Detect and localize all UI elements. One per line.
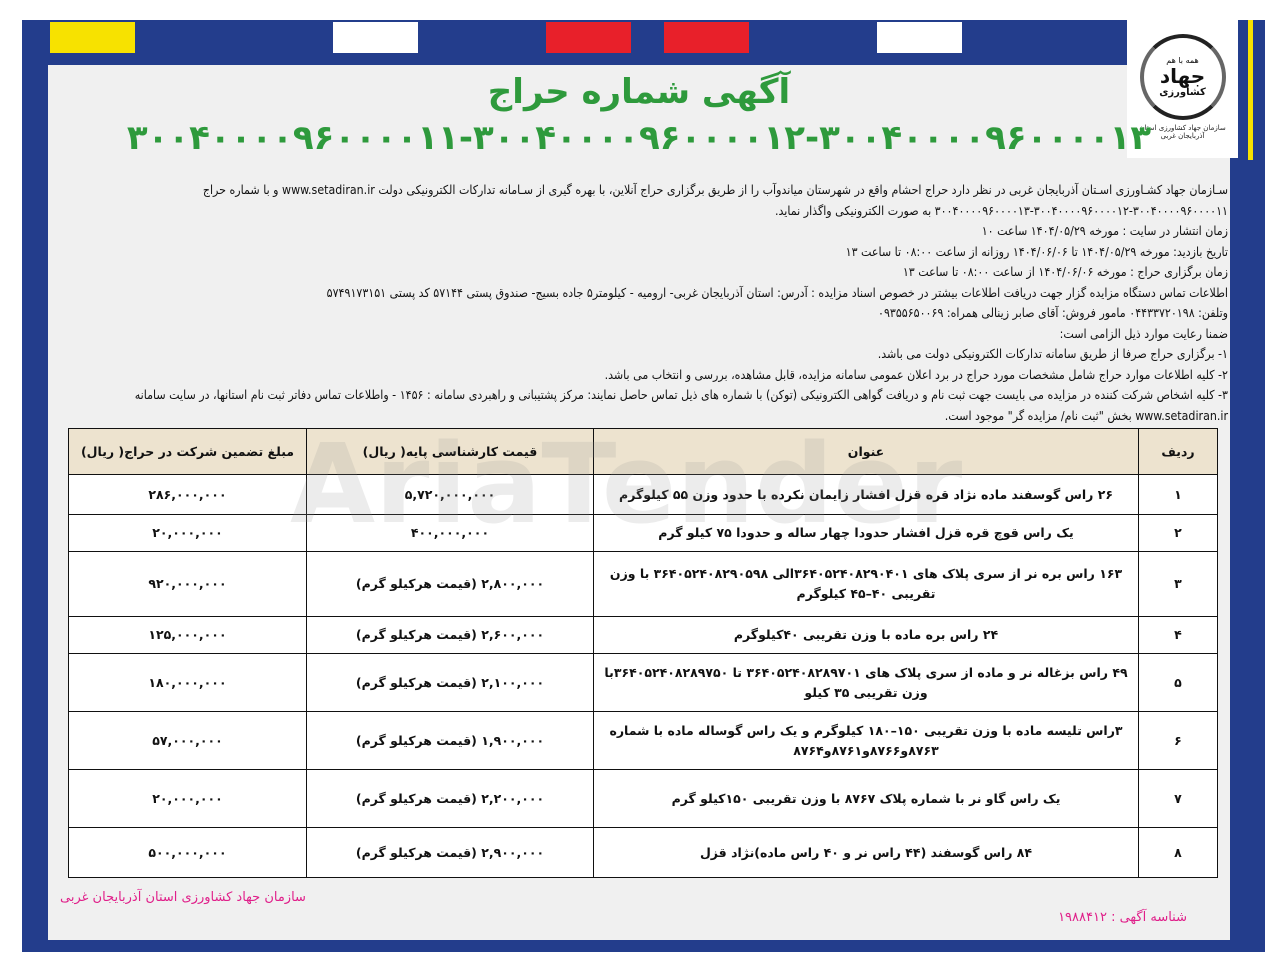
row-number: ۵	[1138, 653, 1218, 712]
color-block	[664, 22, 749, 53]
color-block	[333, 22, 418, 53]
guarantee-amount: ۲۰,۰۰۰,۰۰۰	[68, 769, 307, 828]
table-row: ۴ ۲۴ راس بره ماده با وزن تقریبی ۴۰کیلوگرم…	[68, 616, 1218, 654]
base-price: ۱,۹۰۰,۰۰۰ (قیمت هرکیلو گرم)	[306, 711, 594, 770]
guarantee-amount: ۲۸۶,۰۰۰,۰۰۰	[68, 474, 307, 515]
item-title: ۴۹ راس بزغاله نر و ماده از سری پلاک های …	[593, 653, 1139, 712]
auction-numbers: ۳۰۰۴۰۰۰۰۹۶۰۰۰۰۱۱-۳۰۰۴۰۰۰۰۹۶۰۰۰۰۱۲-۳۰۰۴۰۰…	[126, 118, 1152, 158]
logo-top-text: همه با هم	[1166, 56, 1199, 65]
base-price: ۲,۶۰۰,۰۰۰ (قیمت هرکیلو گرم)	[306, 616, 594, 654]
table-row: ۸ ۸۴ راس گوسفند (۴۴ راس نر و ۴۰ راس ماده)…	[68, 827, 1218, 878]
guarantee-amount: ۱۸۰,۰۰۰,۰۰۰	[68, 653, 307, 712]
row-number: ۴	[1138, 616, 1218, 654]
col-row-number: ردیف	[1138, 428, 1218, 475]
guarantee-amount: ۹۲۰,۰۰۰,۰۰۰	[68, 551, 307, 617]
publish-time: زمان انتشار در سایت : مورخه ۱۴۰۴/۰۵/۲۹ س…	[981, 224, 1228, 238]
item-title: ۸۴ راس گوسفند (۴۴ راس نر و ۴۰ راس ماده)ن…	[593, 827, 1139, 878]
table-row: ۱ ۲۶ راس گوسفند ماده نژاد قره قزل افشار ز…	[68, 474, 1218, 515]
paragraph: سـازمان جهاد کشـاورزی اسـتان آذربایجان غ…	[202, 183, 1228, 218]
row-number: ۷	[1138, 769, 1218, 828]
guarantee-amount: ۱۲۵,۰۰۰,۰۰۰	[68, 616, 307, 654]
requirement-item: ۳- کلیه اشخاص شرکت کننده در مزایده می با…	[134, 388, 1228, 423]
row-number: ۲	[1138, 514, 1218, 552]
item-title: یک راس گاو نر با شماره پلاک ۸۷۶۷ با وزن …	[593, 769, 1139, 828]
row-number: ۸	[1138, 827, 1218, 878]
item-title: ۱۶۳ راس بره نر از سری پلاک های ۳۶۴۰۵۲۴۰۸…	[593, 551, 1139, 617]
guarantee-amount: ۵۷,۰۰۰,۰۰۰	[68, 711, 307, 770]
table-row: ۵ ۴۹ راس بزغاله نر و ماده از سری پلاک های…	[68, 653, 1218, 712]
requirement-item: ۲- کلیه اطلاعات موارد حراج شامل مشخصات م…	[604, 367, 1228, 382]
table-row: ۲ یک راس قوچ قره قزل افشار حدودا چهار سال…	[68, 514, 1218, 552]
table-row: ۶ ۳راس تلیسه ماده با وزن تقریبی ۱۵۰–۱۸۰ ک…	[68, 711, 1218, 770]
color-block	[50, 22, 135, 53]
contact-phone: وتلفن: ۰۴۴۳۳۷۲۰۱۹۸ مامور فروش: آقای صابر…	[878, 306, 1228, 320]
guarantee-amount: ۲۰,۰۰۰,۰۰۰	[68, 514, 307, 552]
notice-body: سـازمان جهاد کشـاورزی اسـتان آذربایجان غ…	[58, 180, 1228, 426]
visit-date: تاریخ بازدید: مورخه ۱۴۰۴/۰۵/۲۹ تا ۱۴۰۴/۰…	[845, 244, 1228, 259]
requirements-heading: ضمنا رعایت موارد ذیل الزامی است:	[1059, 326, 1228, 341]
yellow-stripe	[1248, 20, 1253, 160]
jihad-keshavarzi-logo: همه با هم جهاد کشاورزی سازمان جهاد کشاور…	[1127, 20, 1238, 158]
item-title: ۲۴ راس بره ماده با وزن تقریبی ۴۰کیلوگرم	[593, 616, 1139, 654]
row-number: ۳	[1138, 551, 1218, 617]
requirement-item: ۱- برگزاری حراج صرفا از طریق سامانه تدار…	[877, 347, 1228, 361]
footer-org: سازمان جهاد کشاورزی استان آذربایجان غربی	[60, 890, 306, 905]
base-price: ۲,۸۰۰,۰۰۰ (قیمت هرکیلو گرم)	[306, 551, 594, 617]
table-row: ۷ یک راس گاو نر با شماره پلاک ۸۷۶۷ با وزن…	[68, 769, 1218, 828]
auction-items-table: ردیف عنوان قیمت کارشناسی پایه( ریال) مبل…	[68, 428, 1218, 878]
auction-time: زمان برگزاری حراج : مورخه ۱۴۰۴/۰۶/۰۶ از …	[902, 265, 1228, 279]
contact-address: اطلاعات تماس دستگاه مزایده گزار جهت دریا…	[326, 285, 1228, 300]
logo-emblem: همه با هم جهاد کشاورزی	[1139, 34, 1226, 120]
table-header-row: ردیف عنوان قیمت کارشناسی پایه( ریال) مبل…	[68, 428, 1218, 475]
logo-main-text: جهاد	[1159, 64, 1206, 88]
item-title: ۳راس تلیسه ماده با وزن تقریبی ۱۵۰–۱۸۰ کی…	[593, 711, 1139, 770]
col-base-price: قیمت کارشناسی پایه( ریال)	[306, 428, 594, 475]
base-price: ۲,۱۰۰,۰۰۰ (قیمت هرکیلو گرم)	[306, 653, 594, 712]
base-price: ۵,۷۲۰,۰۰۰,۰۰۰	[306, 474, 594, 515]
footer-ad-id: شناسه آگهی : ۱۹۸۸۴۱۲	[1058, 910, 1187, 925]
guarantee-amount: ۵۰۰,۰۰۰,۰۰۰	[68, 827, 307, 878]
base-price: ۲,۹۰۰,۰۰۰ (قیمت هرکیلو گرم)	[306, 827, 594, 878]
table-row: ۳ ۱۶۳ راس بره نر از سری پلاک های ۳۶۴۰۵۲۴۰…	[68, 551, 1218, 617]
logo-sub-text: کشاورزی	[1159, 87, 1206, 98]
row-number: ۶	[1138, 711, 1218, 770]
color-block	[546, 22, 631, 53]
col-guarantee: مبلغ تضمین شرکت در حراج( ریال)	[68, 428, 307, 475]
item-title: ۲۶ راس گوسفند ماده نژاد قره قزل افشار زا…	[593, 474, 1139, 515]
color-block	[877, 22, 962, 53]
row-number: ۱	[1138, 474, 1218, 515]
notice-title: آگهی شماره حراج	[487, 72, 791, 112]
item-title: یک راس قوچ قره قزل افشار حدودا چهار ساله…	[593, 514, 1139, 552]
logo-caption: سازمان جهاد کشاورزی استان آذربایجان غربی	[1139, 124, 1226, 140]
base-price: ۴۰۰,۰۰۰,۰۰۰	[306, 514, 594, 552]
base-price: ۲,۲۰۰,۰۰۰ (قیمت هرکیلو گرم)	[306, 769, 594, 828]
col-title: عنوان	[593, 428, 1139, 475]
